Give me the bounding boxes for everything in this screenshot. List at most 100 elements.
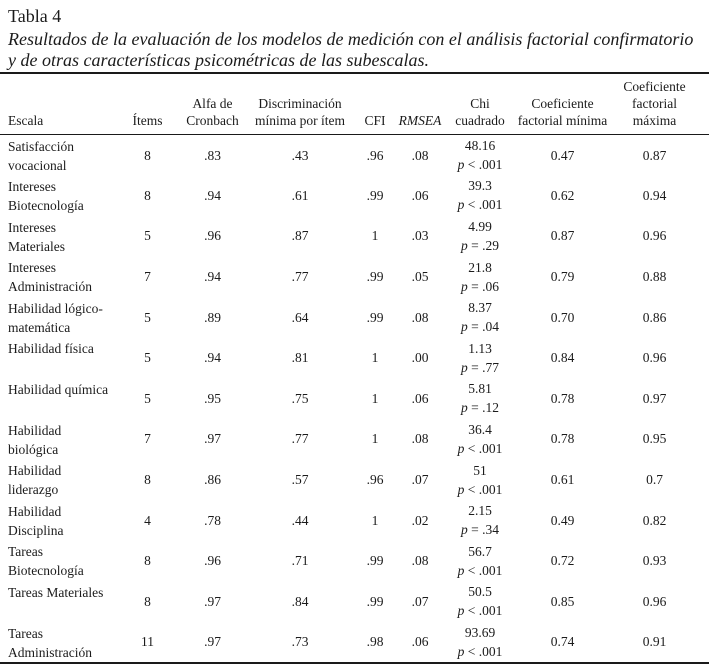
caption-line-2: y de otras características psicométricas…	[8, 49, 429, 70]
col-header-coeficiente-minima: Coeficiente factorial mínima	[515, 73, 610, 135]
col-header-rmsea: RMSEA	[395, 73, 445, 135]
coeficiente-minima-cell: 0.78	[550, 431, 575, 447]
p-value-line: p = .04	[447, 317, 513, 336]
alfa-cronbach-cell: .94	[204, 269, 221, 285]
table-row: Habilidad lógico-matemática 5 .89 .64 .9…	[0, 297, 709, 338]
rmsea-cell: .08	[411, 147, 429, 163]
table-row: Tareas Biotecnología 8 .96 .71 .99 .08 5…	[0, 540, 709, 581]
chi-cuadrado-cell: 4.99 p = .29	[445, 216, 515, 257]
p-symbol: p	[461, 237, 468, 253]
chi-value: 48.16	[464, 138, 496, 154]
coeficiente-minima-cell: 0.49	[550, 512, 575, 528]
table-row: Habilidad biológica 7 .97 .77 1 .08 36.4…	[0, 419, 709, 460]
p-value: < .001	[467, 157, 503, 173]
coeficiente-maxima-cell: 0.95	[642, 431, 667, 447]
scale-name-cell: Habilidad física	[8, 341, 94, 357]
chi-cuadrado-cell: 39.3 p < .001	[445, 175, 515, 216]
coeficiente-minima-cell: 0.47	[550, 147, 575, 163]
coeficiente-maxima-cell: 0.86	[642, 309, 667, 325]
p-symbol: p	[457, 440, 465, 456]
coeficiente-maxima-cell: 0.94	[642, 187, 667, 203]
col-header-chi-cuadrado: Chi cuadrado	[445, 73, 515, 135]
items-cell: 5	[144, 350, 151, 366]
chi-cuadrado-cell: 50.5 p < .001	[445, 581, 515, 622]
discriminacion-cell: .71	[291, 553, 309, 569]
items-cell: 8	[144, 147, 151, 163]
p-value-line: p = .29	[447, 236, 513, 255]
rmsea-cell: .06	[411, 390, 429, 406]
p-symbol: p	[457, 197, 465, 213]
coeficiente-minima-cell: 0.78	[550, 390, 575, 406]
chi-cuadrado-cell: 36.4 p < .001	[445, 419, 515, 460]
p-value: < .001	[467, 440, 503, 456]
scale-name-cell: Habilidad química	[8, 382, 109, 398]
chi-value: 93.69	[464, 624, 496, 640]
coeficiente-minima-cell: 0.84	[550, 350, 575, 366]
table-description-caption: Resultados de la evaluación de los model…	[0, 27, 709, 70]
chi-cuadrado-cell: 51 p < .001	[445, 459, 515, 500]
rmsea-cell: .07	[411, 593, 429, 609]
cfi-cell: 1	[371, 350, 379, 366]
chi-value: 50.5	[468, 584, 492, 600]
rmsea-cell: .02	[411, 512, 429, 528]
chi-cuadrado-cell: 21.8 p = .06	[445, 256, 515, 297]
p-value-line: p < .001	[447, 601, 513, 620]
p-value: = .34	[471, 522, 499, 538]
items-cell: 4	[144, 512, 151, 528]
table-row: Habilidad liderazgo 8 .86 .57 .96 .07 51…	[0, 459, 709, 500]
scale-name-cell: Habilidad biológica	[8, 422, 62, 457]
coeficiente-maxima-cell: 0.88	[642, 269, 667, 285]
coeficiente-minima-cell: 0.70	[550, 309, 575, 325]
coeficiente-maxima-cell: 0.7	[646, 472, 663, 488]
coeficiente-minima-cell: 0.87	[550, 228, 575, 244]
p-value: < .001	[467, 562, 503, 578]
coeficiente-maxima-cell: 0.82	[642, 512, 667, 528]
items-cell: 7	[144, 431, 151, 447]
p-value: < .001	[467, 643, 503, 659]
p-symbol: p	[461, 522, 468, 538]
scale-name-cell: Satisfacción vocacional	[8, 139, 74, 173]
alfa-cronbach-cell: .78	[204, 512, 221, 528]
alfa-cronbach-cell: .97	[204, 431, 221, 447]
p-symbol: p	[461, 359, 468, 375]
rmsea-cell: .06	[411, 634, 429, 650]
table-row: Habilidad física 5 .94 .81 1 .00 1.13 p …	[0, 337, 709, 378]
p-value-line: p < .001	[447, 561, 513, 580]
alfa-cronbach-cell: .97	[204, 634, 221, 650]
chi-value: 1.13	[468, 340, 492, 356]
chi-cuadrado-cell: 93.69 p < .001	[445, 622, 515, 663]
p-value-line: p < .001	[447, 155, 513, 174]
cfi-cell: .99	[366, 309, 384, 325]
rmsea-cell: .06	[411, 187, 429, 203]
alfa-cronbach-cell: .94	[204, 187, 221, 203]
discriminacion-cell: .75	[291, 390, 309, 406]
items-cell: 5	[144, 390, 151, 406]
chi-cuadrado-cell: 56.7 p < .001	[445, 540, 515, 581]
p-symbol: p	[457, 481, 465, 497]
discriminacion-cell: .73	[291, 634, 309, 650]
p-symbol: p	[457, 603, 465, 619]
cfi-cell: .96	[366, 147, 384, 163]
p-value: < .001	[467, 197, 503, 213]
rmsea-cell: .03	[411, 228, 429, 244]
discriminacion-cell: .81	[291, 350, 309, 366]
scale-name-cell: Habilidad Disciplina	[8, 503, 64, 538]
table-row: Tareas Materiales 8 .97 .84 .99 .07 50.5…	[0, 581, 709, 622]
discriminacion-cell: .64	[291, 309, 309, 325]
p-value: < .001	[467, 481, 503, 497]
p-value: = .77	[471, 359, 499, 375]
chi-value: 56.7	[468, 543, 492, 559]
coeficiente-maxima-cell: 0.96	[642, 228, 667, 244]
alfa-cronbach-cell: .94	[204, 350, 221, 366]
discriminacion-cell: .87	[291, 228, 309, 244]
p-value: = .06	[471, 278, 499, 294]
cfi-cell: 1	[371, 390, 379, 406]
table-row: Satisfacción vocacional 8 .83 .43 .96 .0…	[0, 135, 709, 176]
alfa-cronbach-cell: .86	[204, 472, 221, 488]
chi-value: 36.4	[468, 421, 492, 437]
rmsea-cell: .08	[411, 309, 429, 325]
cfi-cell: .99	[366, 187, 384, 203]
chi-cuadrado-cell: 48.16 p < .001	[445, 135, 515, 176]
caption-line-1: Resultados de la evaluación de los model…	[8, 29, 694, 49]
chi-value: 39.3	[468, 178, 492, 194]
